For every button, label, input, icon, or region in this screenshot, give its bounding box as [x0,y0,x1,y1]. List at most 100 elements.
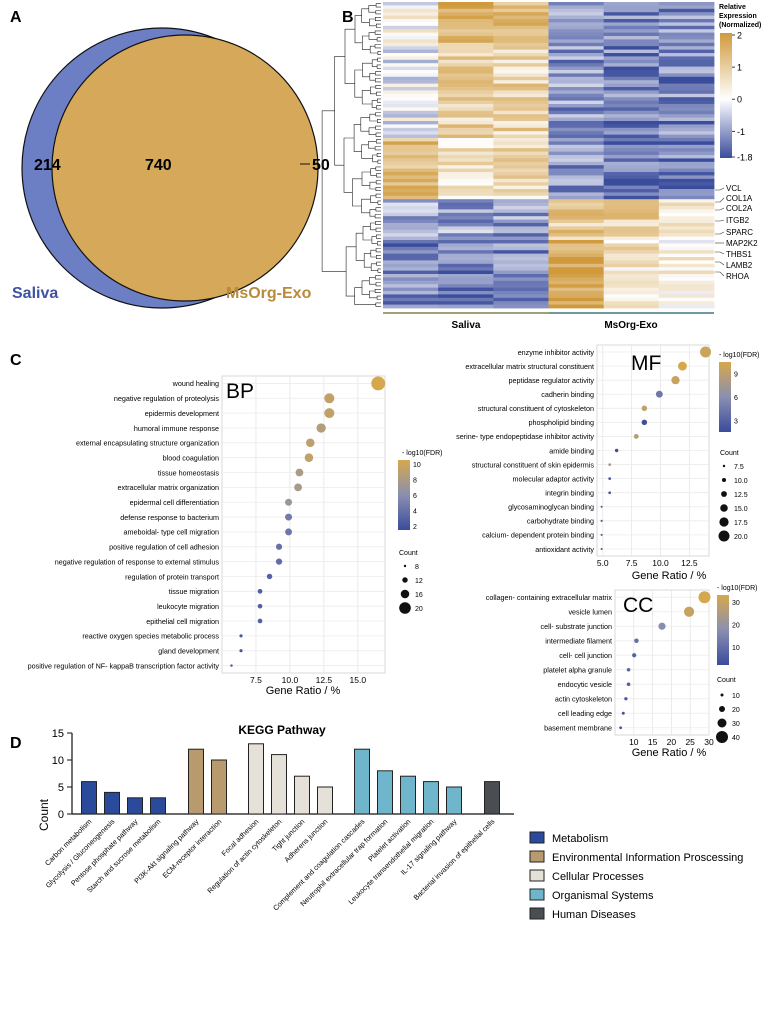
heatmap-cell [603,260,660,265]
dot-point [600,547,603,550]
dendrogram-branch [376,173,381,178]
heatmap-cell [548,260,605,265]
bp-colorbar-title: - log10(FDR) [402,450,442,457]
heatmap-cell [438,90,494,95]
heatmap-cell [438,53,494,57]
heatmap-cell [658,192,715,197]
dot-point [700,346,712,358]
heatmap-cell [383,202,439,207]
heatmap-cell [438,63,494,67]
heatmap-cell [548,53,605,57]
heatmap-cell [493,73,549,78]
heatmap-cell [658,32,715,37]
dot-point [658,622,666,630]
heatmap-cell [548,301,605,305]
term-label: structural constituent of skin epidermis [472,460,595,469]
dendrogram-branch [375,227,381,232]
heatmap-cell [603,189,660,193]
kegg-legend-swatch [529,888,545,901]
heatmap-cell [383,144,439,149]
heatmap-cell [493,270,549,275]
heatmap-cell [383,114,439,118]
heatmap-cell [548,192,605,197]
heatmap-cell [383,36,439,40]
term-label: tissue migration [169,587,219,596]
size-legend-label: 40 [732,735,740,742]
heatmap-cell [438,202,494,207]
heatmap-cell [603,240,660,244]
kegg-bar [211,759,227,815]
term-label: platelet alpha granule [543,666,612,675]
gene-label-leader [715,271,725,277]
dendrogram-branch [374,214,381,219]
size-legend-label: 16 [415,592,423,599]
term-label: cell leading edge [558,709,612,718]
colorbar-tick-label: 8 [413,477,417,484]
heatmap-cell [493,192,549,197]
heatmap-cell [603,22,660,27]
mf-title: MF [631,352,661,375]
kegg-bar [127,797,143,815]
heatmap-cell [383,161,439,166]
size-legend-dot [716,731,728,743]
heatmap-colorbar-ticks: 2 1 0 -1 -1.8 [732,31,753,163]
mf-size-legend: 7.5 10.0 12.5 15.0 17.5 20.0 [718,464,748,542]
heatmap-cell [493,219,549,224]
heatmap-cell [438,39,494,44]
heatmap-cell [658,2,715,6]
heatmap-cell [383,8,439,13]
heatmap-cell [493,32,549,37]
heatmap-cell [603,270,660,275]
dendrogram-branch [377,241,381,246]
x-tick-label: 30 [704,737,714,747]
heatmap-cell [383,83,439,88]
heatmap-cell [493,172,549,176]
heatmap-cell [438,158,494,163]
kegg-legend-swatch [529,850,545,863]
dot-point [295,468,304,477]
size-legend-dot [720,504,728,512]
dot-point [698,591,711,604]
size-legend-label: 15.0 [734,506,748,513]
heatmap-cell [548,2,605,6]
heatmap-cell [383,104,439,108]
dendrogram-branch [375,166,381,171]
colorbar-tick-label: 10 [732,645,740,652]
bp-size-legend: 8 12 16 20 [399,564,423,614]
heatmap-cell [603,42,660,47]
heatmap-cell [493,56,549,61]
heatmap-cell [383,216,439,220]
heatmap-cell [438,36,494,40]
heatmap-cell [658,172,715,176]
heatmap-cell [603,104,660,108]
heatmap-cell [548,110,605,115]
kegg-bar [104,791,120,815]
heatmap-group-saliva: Saliva [452,320,481,331]
dendrogram-branch [377,57,381,62]
heatmap-cell [493,148,549,152]
kegg-legend-label: Metabolism [552,833,608,845]
x-tick-label: 7.5 [250,675,262,685]
heatmap-cell [603,284,660,288]
heatmap-cell [658,66,715,71]
venn-overlap-count: 740 [145,157,172,174]
colorbar-tick-label: 20 [732,622,740,629]
heatmap-cell [603,56,660,61]
heatmap-cell [603,267,660,271]
heatmap-cell [548,15,605,20]
heatmap-cell [438,131,494,135]
heatmap-cell [383,76,439,81]
colorbar-tick-label: 2 [413,524,417,531]
heatmap-cell [493,206,549,210]
dot-point [626,667,631,672]
term-label: reactive oxygen species metabolic proces… [82,632,219,641]
term-label: integrin binding [545,489,594,498]
heatmap-cell [383,100,439,105]
dot-point [304,453,314,462]
term-label: extracellular matrix structural constitu… [465,362,594,371]
cc-size-title: Count [717,677,736,684]
heatmap-cell [493,165,549,169]
heatmap-cell [383,223,439,227]
heatmap-cell [603,121,660,125]
heatmap-cell [383,172,439,176]
